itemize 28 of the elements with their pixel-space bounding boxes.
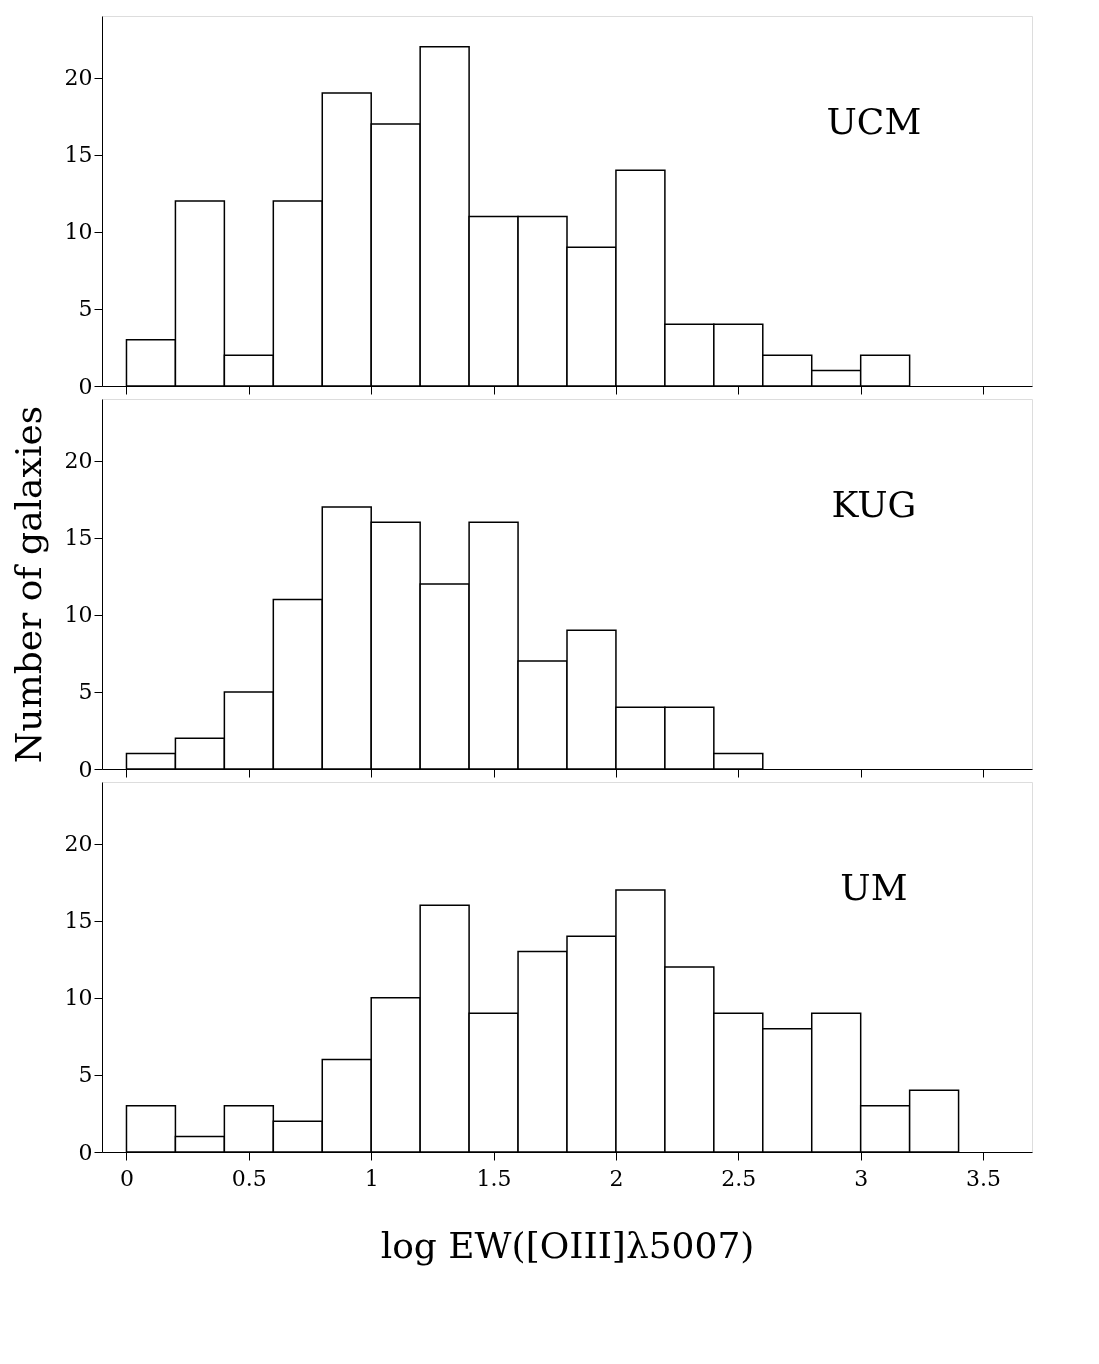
x-tick-label: 1 — [364, 1165, 379, 1191]
x-axis-title: log EW([OIII]λ5007) — [380, 1224, 755, 1266]
y-tick-label: 0 — [78, 756, 93, 782]
y-tick-label: 10 — [64, 219, 93, 245]
y-tick-label: 5 — [78, 679, 93, 705]
annotation: KUG — [831, 484, 917, 526]
y-tick-label: 15 — [64, 908, 93, 934]
x-tick-label: 2.5 — [721, 1165, 757, 1191]
y-tick-label: 15 — [64, 525, 93, 551]
y-tick-label: 5 — [78, 1062, 93, 1088]
y-tick-label: 10 — [64, 602, 93, 628]
annotation: UM — [840, 867, 908, 909]
y-tick-label: 10 — [64, 985, 93, 1011]
x-tick-label: 1.5 — [476, 1165, 512, 1191]
y-tick-label: 0 — [78, 1139, 93, 1165]
y-tick-label: 20 — [64, 448, 93, 474]
x-tick-label: 0 — [119, 1165, 134, 1191]
y-tick-label: 20 — [64, 65, 93, 91]
annotation: UCM — [826, 101, 922, 143]
x-tick-label: 0.5 — [231, 1165, 267, 1191]
y-tick-label: 20 — [64, 831, 93, 857]
y-tick-label: 0 — [78, 373, 93, 399]
x-tick-label: 2 — [609, 1165, 624, 1191]
x-tick-label: 3.5 — [966, 1165, 1002, 1191]
y-tick-label: 15 — [64, 142, 93, 168]
y-axis-title: Number of galaxies — [7, 405, 49, 764]
x-tick-label: 3 — [854, 1165, 869, 1191]
y-tick-label: 5 — [78, 296, 93, 322]
